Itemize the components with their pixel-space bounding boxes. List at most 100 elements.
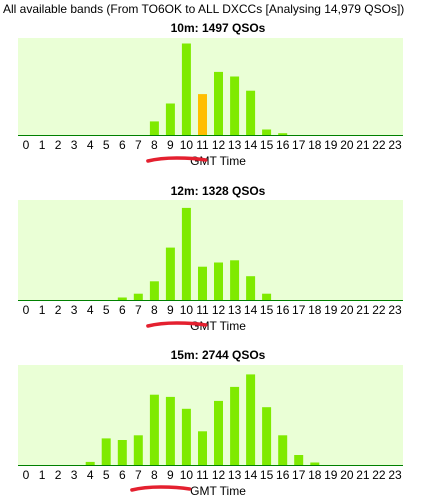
x-tick-label: 23 bbox=[388, 303, 402, 317]
bar-hour-9 bbox=[165, 103, 175, 135]
chart-title: 10m: 1497 QSOs bbox=[171, 21, 266, 35]
x-tick-label: 8 bbox=[151, 468, 158, 482]
x-tick-label: 9 bbox=[167, 138, 174, 152]
x-axis-label: GMT Time bbox=[190, 484, 246, 498]
x-tick-label: 9 bbox=[167, 303, 174, 317]
bar-hour-11 bbox=[198, 266, 207, 300]
plot-area bbox=[18, 365, 403, 465]
x-tick-label: 6 bbox=[119, 303, 126, 317]
bar-hour-8 bbox=[149, 121, 159, 135]
bar-hour-12 bbox=[214, 400, 223, 465]
x-tick-label: 13 bbox=[228, 138, 242, 152]
bar-hour-15 bbox=[262, 293, 272, 300]
x-tick-label: 10 bbox=[180, 303, 194, 317]
bar-hour-10 bbox=[181, 207, 191, 300]
x-tick-label: 11 bbox=[196, 138, 209, 152]
x-tick-label: 2 bbox=[55, 303, 62, 317]
bar-hour-6 bbox=[117, 440, 127, 465]
bar-hour-7 bbox=[133, 293, 143, 300]
bar-hour-12 bbox=[214, 71, 223, 135]
x-tick-label: 6 bbox=[119, 468, 126, 482]
x-tick-label: 3 bbox=[71, 468, 78, 482]
bar-hour-9 bbox=[165, 247, 175, 300]
bar-hour-11 bbox=[198, 94, 207, 135]
x-tick-label: 2 bbox=[55, 138, 62, 152]
bar-hour-10 bbox=[181, 43, 191, 135]
x-tick-label: 15 bbox=[260, 303, 274, 317]
bar-hour-14 bbox=[246, 276, 256, 300]
x-axis-label: GMT Time bbox=[190, 154, 246, 168]
bar-hour-15 bbox=[262, 129, 272, 135]
x-tick-label: 14 bbox=[244, 468, 258, 482]
red-underline-annotation bbox=[146, 156, 208, 163]
x-tick-label: 21 bbox=[356, 303, 370, 317]
x-tick-label: 5 bbox=[103, 138, 110, 152]
x-tick-label: 14 bbox=[244, 303, 258, 317]
x-tick-label: 16 bbox=[276, 138, 290, 152]
bar-hour-8 bbox=[149, 394, 159, 465]
x-tick-label: 15 bbox=[260, 138, 274, 152]
x-axis-label: GMT Time bbox=[190, 319, 246, 333]
x-tick-label: 12 bbox=[212, 303, 226, 317]
x-tick-label: 11 bbox=[196, 303, 209, 317]
page-header: All available bands (From TO6OK to ALL D… bbox=[3, 2, 405, 16]
x-tick-label: 9 bbox=[167, 468, 174, 482]
x-tick-label: 16 bbox=[276, 303, 290, 317]
bar-hour-9 bbox=[165, 396, 175, 465]
x-tick-label: 17 bbox=[292, 303, 306, 317]
x-tick-label: 21 bbox=[356, 138, 370, 152]
x-tick-label: 20 bbox=[340, 303, 354, 317]
x-tick-label: 0 bbox=[23, 468, 30, 482]
x-tick-label: 23 bbox=[388, 468, 402, 482]
x-tick-label: 0 bbox=[23, 303, 30, 317]
bar-hour-13 bbox=[230, 260, 240, 300]
x-tick-label: 5 bbox=[103, 303, 110, 317]
bar-hour-11 bbox=[198, 431, 207, 466]
x-tick-label: 22 bbox=[372, 303, 386, 317]
x-tick-label: 16 bbox=[276, 468, 290, 482]
x-tick-label: 15 bbox=[260, 468, 274, 482]
x-tick-label: 22 bbox=[372, 138, 386, 152]
chart-title: 15m: 2744 QSOs bbox=[171, 348, 266, 362]
bar-hour-5 bbox=[101, 438, 111, 465]
x-tick-label: 4 bbox=[87, 468, 94, 482]
x-tick-label: 7 bbox=[135, 303, 142, 317]
x-tick-label: 14 bbox=[244, 138, 258, 152]
bar-hour-16 bbox=[278, 435, 288, 465]
plot-area bbox=[18, 38, 403, 135]
bar-hour-16 bbox=[278, 133, 288, 135]
x-tick-label: 11 bbox=[196, 468, 209, 482]
x-tick-label: 23 bbox=[388, 138, 402, 152]
x-tick-label: 10 bbox=[180, 468, 194, 482]
x-tick-label: 3 bbox=[71, 138, 78, 152]
x-tick-label: 18 bbox=[308, 468, 322, 482]
bar-hour-10 bbox=[181, 408, 191, 466]
x-tick-label: 18 bbox=[308, 303, 322, 317]
x-tick-label: 6 bbox=[119, 138, 126, 152]
x-tick-label: 12 bbox=[212, 138, 226, 152]
x-tick-label: 17 bbox=[292, 468, 306, 482]
bar-hour-6 bbox=[117, 297, 127, 300]
x-tick-label: 21 bbox=[356, 468, 370, 482]
x-tick-label: 22 bbox=[372, 468, 386, 482]
x-tick-label: 7 bbox=[135, 468, 142, 482]
bar-hour-13 bbox=[230, 386, 240, 465]
bar-hour-4 bbox=[85, 461, 95, 465]
bar-hour-13 bbox=[230, 76, 240, 135]
x-tick-label: 10 bbox=[180, 138, 194, 152]
x-tick-label: 8 bbox=[151, 138, 158, 152]
plot-area bbox=[18, 200, 403, 300]
x-tick-label: 4 bbox=[87, 138, 94, 152]
bar-hour-7 bbox=[133, 435, 143, 465]
x-tick-label: 17 bbox=[292, 138, 306, 152]
bar-hour-14 bbox=[246, 90, 256, 135]
x-tick-label: 1 bbox=[39, 138, 46, 152]
x-tick-label: 0 bbox=[23, 138, 30, 152]
bar-hour-15 bbox=[262, 407, 272, 465]
bar-hour-12 bbox=[214, 262, 223, 300]
x-tick-label: 1 bbox=[39, 303, 46, 317]
x-tick-label: 2 bbox=[55, 468, 62, 482]
bar-hour-14 bbox=[246, 374, 256, 465]
